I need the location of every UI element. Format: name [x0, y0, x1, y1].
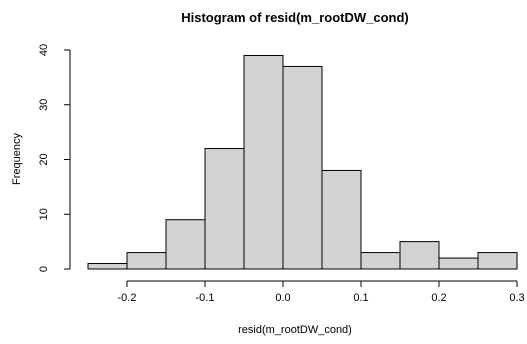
chart-title: Histogram of resid(m_rootDW_cond): [181, 10, 409, 25]
x-tick-label: 0.2: [431, 292, 446, 304]
y-axis-label: Frequency: [11, 133, 23, 185]
x-tick-label: -0.1: [196, 292, 215, 304]
y-tick-label: 40: [38, 44, 50, 56]
histogram-bar: [165, 219, 206, 270]
histogram-bar: [321, 169, 362, 270]
x-tick-label: 0.0: [275, 292, 290, 304]
histogram-bar: [126, 252, 167, 270]
bars-group: [87, 54, 518, 270]
y-tick-label: 10: [38, 208, 50, 220]
x-tick-label: -0.2: [118, 292, 137, 304]
histogram-bar: [243, 54, 284, 270]
y-axis: 0 10 20 30 40: [38, 44, 71, 272]
x-tick-label: 0.1: [353, 292, 368, 304]
histogram-bar: [438, 257, 479, 270]
histogram-bar: [204, 148, 245, 270]
histogram-bar: [282, 65, 323, 270]
y-tick-label: 30: [38, 99, 50, 111]
y-tick-label: 20: [38, 153, 50, 165]
y-tick-label: 0: [38, 266, 50, 272]
x-axis-label: resid(m_rootDW_cond): [238, 324, 352, 336]
histogram-bar: [477, 252, 518, 270]
histogram-bar: [87, 263, 128, 270]
x-axis: -0.2 -0.1 0.0 0.1 0.2 0.3: [118, 280, 525, 304]
x-tick-label: 0.3: [509, 292, 524, 304]
histogram-bar: [399, 241, 440, 270]
histogram-bar: [360, 252, 401, 270]
